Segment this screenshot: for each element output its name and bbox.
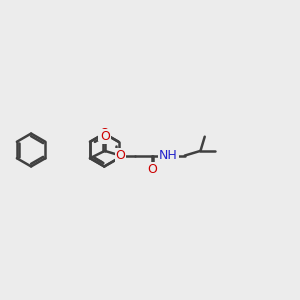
Text: O: O — [100, 130, 110, 143]
Text: O: O — [99, 127, 109, 140]
Text: NH: NH — [159, 149, 178, 162]
Text: O: O — [116, 149, 125, 162]
Text: O: O — [147, 163, 157, 176]
